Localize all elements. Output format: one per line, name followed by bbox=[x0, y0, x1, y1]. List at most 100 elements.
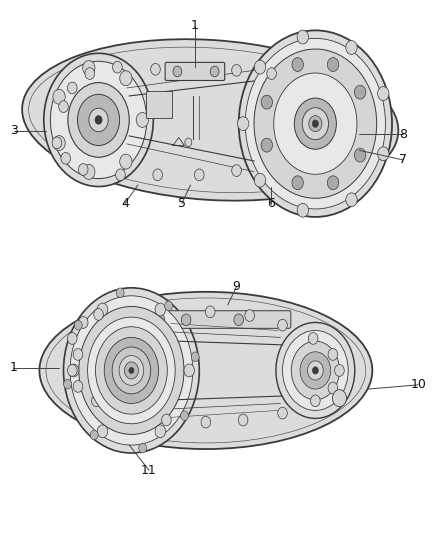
Circle shape bbox=[294, 98, 336, 149]
Circle shape bbox=[283, 330, 348, 410]
Circle shape bbox=[278, 407, 287, 419]
Circle shape bbox=[155, 303, 166, 316]
Circle shape bbox=[129, 367, 134, 374]
Circle shape bbox=[297, 203, 308, 217]
Circle shape bbox=[173, 66, 182, 77]
Circle shape bbox=[328, 382, 338, 394]
Circle shape bbox=[104, 337, 159, 403]
Circle shape bbox=[180, 411, 188, 421]
Circle shape bbox=[292, 176, 304, 190]
Circle shape bbox=[116, 169, 125, 181]
Text: 9: 9 bbox=[233, 280, 240, 293]
Circle shape bbox=[44, 53, 153, 187]
Circle shape bbox=[67, 82, 77, 94]
Circle shape bbox=[332, 390, 346, 407]
Circle shape bbox=[245, 310, 254, 321]
Circle shape bbox=[124, 362, 138, 379]
Circle shape bbox=[184, 364, 194, 377]
Circle shape bbox=[120, 154, 132, 169]
Circle shape bbox=[153, 169, 162, 181]
Circle shape bbox=[185, 138, 192, 147]
Circle shape bbox=[328, 349, 338, 360]
Circle shape bbox=[237, 117, 249, 131]
Circle shape bbox=[254, 173, 266, 187]
Circle shape bbox=[312, 120, 318, 127]
Circle shape bbox=[73, 381, 83, 392]
Circle shape bbox=[64, 379, 71, 389]
Circle shape bbox=[261, 95, 272, 109]
Circle shape bbox=[291, 341, 339, 400]
Circle shape bbox=[354, 148, 366, 162]
Circle shape bbox=[90, 430, 98, 440]
Circle shape bbox=[245, 38, 385, 209]
Circle shape bbox=[278, 319, 287, 331]
Circle shape bbox=[151, 63, 160, 75]
Circle shape bbox=[97, 425, 108, 438]
Circle shape bbox=[302, 108, 328, 140]
Circle shape bbox=[238, 414, 248, 426]
Circle shape bbox=[346, 41, 357, 54]
Circle shape bbox=[78, 94, 120, 146]
Circle shape bbox=[52, 137, 62, 149]
Circle shape bbox=[335, 365, 344, 376]
Circle shape bbox=[74, 320, 82, 330]
Circle shape bbox=[327, 176, 339, 190]
Circle shape bbox=[239, 30, 392, 217]
Circle shape bbox=[378, 147, 389, 160]
Circle shape bbox=[311, 395, 320, 407]
Circle shape bbox=[78, 317, 88, 328]
Circle shape bbox=[139, 443, 147, 453]
Circle shape bbox=[59, 101, 68, 112]
Circle shape bbox=[78, 164, 88, 175]
Circle shape bbox=[267, 68, 276, 79]
Circle shape bbox=[327, 58, 339, 71]
Text: 5: 5 bbox=[178, 197, 186, 210]
Circle shape bbox=[61, 152, 71, 164]
Circle shape bbox=[95, 327, 167, 414]
Text: 1: 1 bbox=[9, 361, 17, 374]
Ellipse shape bbox=[22, 39, 398, 200]
Circle shape bbox=[70, 296, 193, 445]
Circle shape bbox=[292, 58, 304, 71]
Circle shape bbox=[85, 68, 95, 79]
Text: 4: 4 bbox=[121, 197, 129, 210]
Text: 8: 8 bbox=[399, 128, 407, 141]
Circle shape bbox=[88, 317, 175, 424]
Text: 11: 11 bbox=[141, 464, 157, 477]
Circle shape bbox=[119, 356, 144, 385]
Circle shape bbox=[181, 314, 191, 326]
Circle shape bbox=[83, 61, 95, 76]
Circle shape bbox=[124, 407, 134, 419]
Circle shape bbox=[297, 30, 308, 44]
Circle shape bbox=[155, 314, 165, 326]
Circle shape bbox=[53, 135, 65, 150]
Circle shape bbox=[95, 116, 102, 124]
Circle shape bbox=[261, 138, 272, 152]
Circle shape bbox=[67, 365, 77, 376]
Circle shape bbox=[113, 61, 122, 73]
Circle shape bbox=[94, 309, 103, 320]
Circle shape bbox=[97, 303, 108, 316]
Text: 1: 1 bbox=[191, 19, 199, 32]
Circle shape bbox=[155, 425, 166, 438]
Circle shape bbox=[312, 367, 318, 374]
Circle shape bbox=[300, 352, 331, 389]
Circle shape bbox=[92, 395, 101, 407]
Circle shape bbox=[234, 314, 244, 326]
Circle shape bbox=[354, 85, 366, 99]
Circle shape bbox=[53, 90, 65, 104]
Circle shape bbox=[232, 165, 241, 176]
Text: 10: 10 bbox=[410, 378, 426, 391]
Circle shape bbox=[378, 87, 389, 101]
Circle shape bbox=[64, 288, 199, 453]
Circle shape bbox=[83, 164, 95, 179]
Ellipse shape bbox=[39, 292, 372, 449]
Circle shape bbox=[254, 60, 266, 74]
Circle shape bbox=[254, 49, 377, 198]
Circle shape bbox=[309, 116, 322, 132]
Circle shape bbox=[68, 83, 129, 157]
Circle shape bbox=[89, 108, 108, 132]
FancyBboxPatch shape bbox=[121, 311, 291, 328]
FancyBboxPatch shape bbox=[165, 62, 225, 80]
Circle shape bbox=[120, 71, 132, 86]
